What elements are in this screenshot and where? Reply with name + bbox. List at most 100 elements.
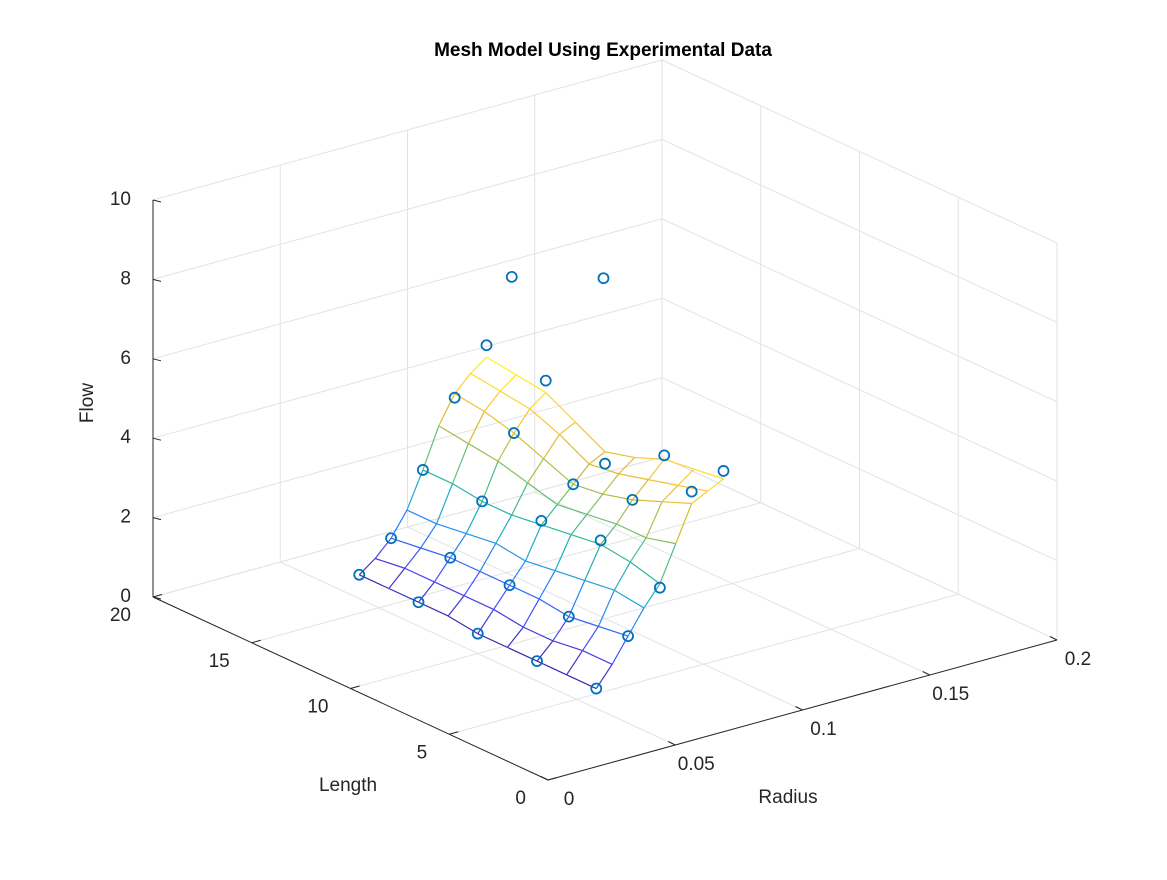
x-tick-label: 0.1 — [810, 719, 836, 740]
grid-line — [661, 138, 1058, 323]
mesh-line — [481, 461, 499, 502]
mesh-line — [557, 504, 588, 515]
scatter-point — [597, 272, 610, 285]
mesh-line — [436, 523, 467, 535]
scatter-point — [412, 596, 425, 609]
grid-line — [661, 377, 1058, 562]
scatter-point — [480, 339, 493, 352]
mesh-line — [618, 457, 636, 475]
scatter-point — [685, 485, 698, 498]
y-tick — [547, 777, 558, 781]
x-tick — [540, 776, 549, 781]
mesh-line — [499, 374, 517, 392]
mesh-line — [406, 469, 424, 511]
mesh-line — [554, 570, 585, 582]
z-tick-label: 10 — [110, 189, 131, 210]
grid-line — [152, 59, 663, 201]
mesh-line — [527, 482, 558, 506]
x-axis-label: Radius — [758, 787, 817, 808]
mesh-line — [447, 595, 465, 617]
mesh-line — [465, 501, 483, 534]
x-tick-label: 0 — [564, 789, 575, 810]
mesh-line — [463, 571, 481, 597]
grid-line — [152, 138, 663, 280]
mesh-line — [541, 524, 572, 536]
grid-line — [152, 297, 663, 439]
grid-line — [449, 593, 959, 735]
mesh-line — [388, 567, 406, 589]
y-tick-label: 20 — [110, 605, 131, 626]
grid-line — [661, 297, 1058, 482]
mesh-line — [675, 503, 693, 544]
scatter-point — [476, 495, 489, 508]
mesh-line — [559, 421, 576, 435]
y-tick — [152, 594, 163, 598]
mesh-line — [358, 558, 376, 576]
mesh-line — [479, 542, 497, 572]
mesh-line — [707, 478, 724, 492]
scatter-point — [531, 655, 543, 667]
mesh-line — [643, 583, 661, 609]
mesh-line — [664, 458, 695, 470]
grid-line — [661, 456, 1058, 641]
mesh-line — [451, 443, 469, 484]
mesh-line — [529, 392, 547, 410]
mesh-line — [634, 456, 665, 460]
mesh-line — [614, 589, 645, 609]
z-tick-label: 4 — [120, 427, 131, 448]
mesh-line — [483, 390, 501, 412]
mesh-line — [486, 356, 517, 376]
chart-title: Mesh Model Using Experimental Data — [434, 40, 772, 61]
scatter-point — [562, 610, 575, 623]
mesh-line — [574, 421, 606, 453]
mesh-line — [691, 490, 708, 504]
mesh-line — [631, 479, 649, 501]
mesh-line — [540, 504, 558, 526]
scatter-point — [471, 627, 484, 640]
mesh-line — [552, 640, 583, 652]
scatter-point — [658, 449, 671, 462]
mesh-line — [662, 501, 692, 505]
scatter-point — [717, 465, 730, 477]
y-tick — [251, 639, 261, 644]
mesh-line — [646, 537, 676, 545]
mesh-line — [661, 484, 679, 503]
mesh-line — [438, 393, 456, 427]
mesh-line — [604, 451, 635, 459]
mesh-line — [582, 650, 613, 665]
mesh-line — [513, 432, 544, 460]
x-tick — [668, 741, 676, 746]
scatter-point — [590, 682, 603, 695]
grid-line — [152, 218, 663, 360]
mesh-line — [418, 581, 435, 603]
z-tick-label: 0 — [120, 586, 131, 607]
mesh-line — [584, 544, 602, 581]
mesh-line — [597, 589, 615, 627]
y-tick — [449, 731, 459, 735]
mesh-line — [499, 390, 531, 410]
mesh-line — [618, 473, 649, 481]
mesh-line — [613, 561, 631, 591]
mesh-line — [586, 513, 617, 525]
mesh-line — [629, 561, 661, 585]
mesh-line — [647, 458, 665, 480]
mesh-line — [497, 460, 529, 484]
y-tick-label: 10 — [307, 697, 328, 718]
mesh-line — [629, 537, 647, 563]
scatter-point — [416, 464, 429, 476]
mesh-line — [420, 523, 438, 549]
mesh-line — [602, 473, 620, 495]
scatter-point — [622, 630, 634, 643]
mesh-line — [616, 523, 647, 539]
mesh-line — [600, 523, 618, 545]
grid-line — [661, 218, 1058, 403]
mesh-line — [677, 468, 695, 486]
y-tick-label: 5 — [417, 742, 428, 763]
scatter-point — [508, 427, 520, 439]
grid-line — [152, 377, 663, 519]
mesh-line — [466, 532, 497, 544]
mesh-line — [522, 598, 540, 628]
mesh-line — [470, 372, 501, 392]
x-tick-label: 0.05 — [678, 754, 715, 775]
mesh-line — [436, 483, 454, 524]
